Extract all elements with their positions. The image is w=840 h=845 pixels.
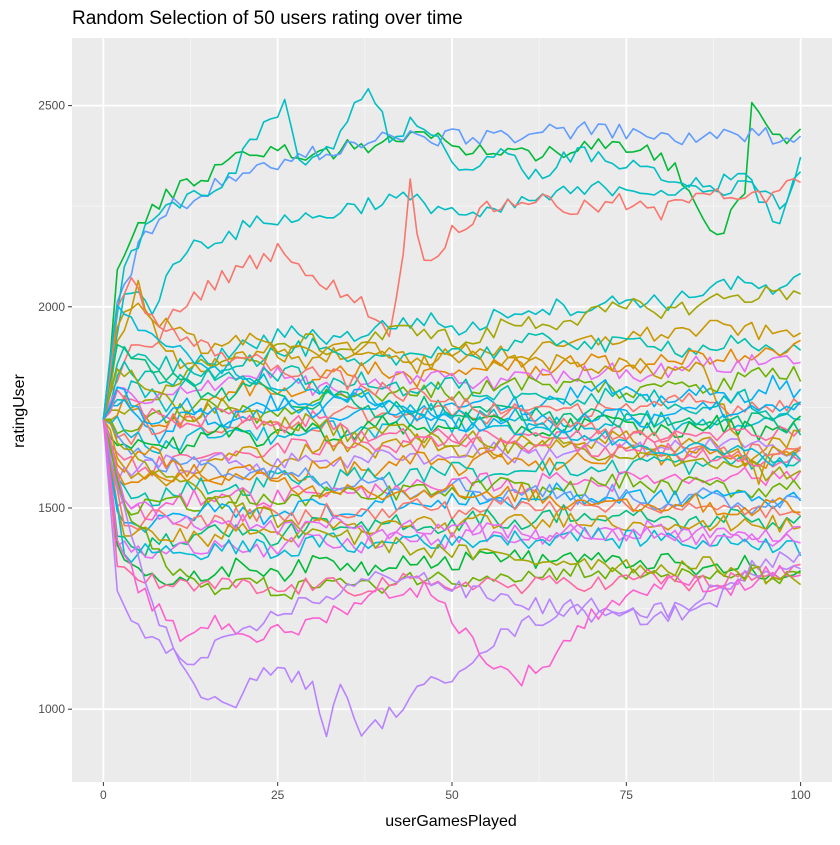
y-axis: 1000 1500 2000 2500 — [38, 99, 72, 716]
y-tick-label: 1000 — [38, 702, 65, 716]
series-line-21 — [102, 419, 802, 507]
series-line-29 — [102, 419, 802, 564]
x-tick-label: 50 — [445, 788, 459, 802]
chart-title: Random Selection of 50 users rating over… — [72, 8, 463, 29]
y-tick-label: 2500 — [38, 99, 65, 113]
series-line-3 — [102, 88, 802, 420]
series-line-36 — [102, 302, 801, 486]
series-line-28 — [102, 419, 801, 559]
y-tick-label: 1500 — [38, 501, 65, 515]
series-line-16 — [102, 411, 802, 456]
x-tick-label: 100 — [791, 788, 811, 802]
x-axis-label: userGamesPlayed — [385, 813, 517, 830]
series-line-4 — [102, 171, 802, 420]
x-tick-label: 0 — [100, 788, 107, 802]
series-line-33 — [102, 419, 801, 666]
x-tick-label: 75 — [620, 788, 634, 802]
series-line-37 — [102, 345, 801, 421]
series-line-13 — [102, 374, 802, 444]
series-line-23 — [102, 419, 802, 516]
y-axis-label: ratingUser — [11, 373, 28, 447]
series-line-41 — [102, 343, 802, 436]
series-line-39 — [102, 389, 802, 468]
series-line-9 — [102, 332, 802, 420]
series-line-17 — [102, 419, 802, 477]
series-layer — [102, 88, 802, 738]
series-line-46 — [102, 304, 802, 468]
series-line-34 — [102, 419, 802, 738]
series-line-5 — [102, 178, 801, 420]
series-line-44 — [103, 418, 802, 586]
series-line-35 — [102, 419, 801, 687]
series-line-31 — [102, 419, 801, 600]
series-line-47 — [102, 419, 801, 548]
series-line-27 — [102, 419, 801, 548]
y-tick-label: 2000 — [38, 300, 65, 314]
x-axis: 0 25 50 75 100 — [100, 782, 811, 802]
series-line-15 — [102, 407, 801, 455]
series-line-38 — [102, 368, 801, 482]
series-line-2 — [102, 121, 802, 420]
x-tick-label: 25 — [271, 788, 285, 802]
series-line-42 — [102, 419, 801, 517]
series-line-10 — [103, 339, 801, 428]
series-line-45 — [102, 276, 801, 460]
